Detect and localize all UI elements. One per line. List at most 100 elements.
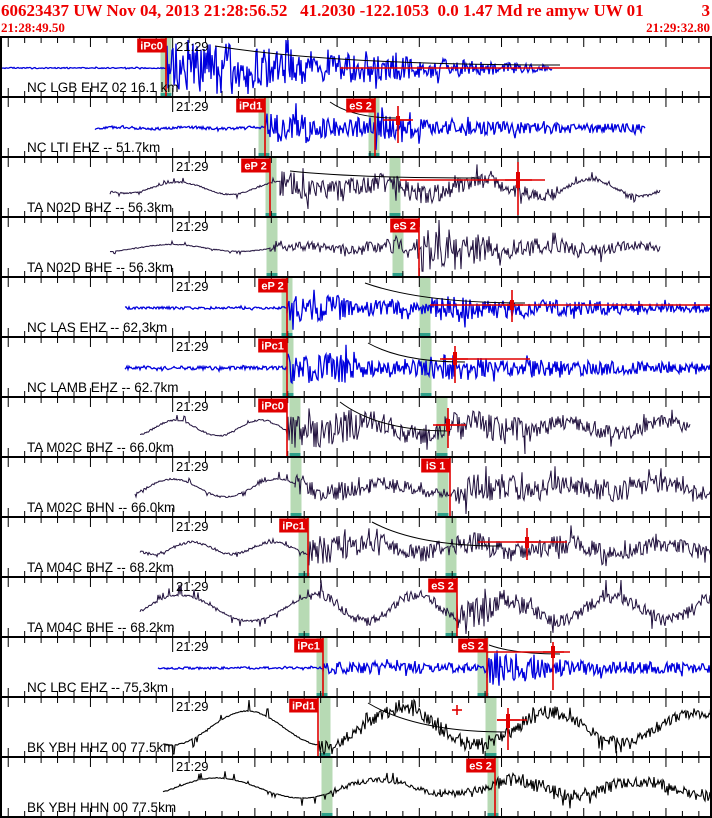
phase-window-base [289,453,301,456]
frame-edge [710,98,712,156]
phase-window-base [321,813,333,816]
minute-label: 21:29 [176,579,209,594]
trace-row[interactable]: eS 2 21:29 TA M04C BHE -- 68.2km [0,576,712,636]
phase-window-base [290,513,302,516]
minute-label: 21:29 [176,639,209,654]
waveform-canvas[interactable]: eP 2 [0,158,712,216]
phase-window-base [389,213,401,216]
amplitude-marker-bar [506,714,510,728]
pick-flag[interactable] [466,758,495,773]
station-label: TA M02C BHN -- 66.0km [27,500,176,515]
phase-window-base [477,693,489,696]
waveform-canvas[interactable]: eP 2 [0,278,712,336]
pick-flag-label: iPc0 [140,41,163,53]
pick-flag[interactable] [428,578,457,593]
phase-window-band [289,398,301,456]
pick-flag-label: iPc1 [297,641,320,653]
trace-row[interactable]: iPc0 21:29 TA M02C BHZ -- 66.0km [0,396,712,456]
waveform-canvas[interactable]: iPc1 [0,518,712,576]
pick-flag[interactable] [289,698,318,713]
amplitude-marker-bar [453,352,457,365]
trace-row[interactable]: eS 2 21:29 TA N02D BHE -- 56.3km [0,216,712,276]
waveform-canvas[interactable]: iPd1 [0,698,712,756]
pick-flag[interactable] [421,458,450,473]
frame-edge [0,278,2,336]
phase-window-base [420,393,432,396]
waveform-canvas[interactable]: iPc0 [0,38,712,96]
pick-flag[interactable] [258,338,287,353]
frame-edge [0,638,2,696]
pick-flag-label: eS 2 [349,101,372,113]
phase-window-band [265,158,277,216]
pick-flag-label: iPc0 [261,401,284,413]
phase-window-band [298,518,310,576]
pick-flag-label: eP 2 [244,161,266,173]
station-label: NC LGB EHZ 02 16.1 km [27,80,179,95]
phase-window-base [485,753,497,756]
waveform-trace [0,39,553,95]
trace-row[interactable]: eP 2 21:29 TA N02D BHZ -- 56.3km [0,156,712,216]
waveform-trace [140,408,691,455]
trace-row[interactable]: eS 2 21:29 BK YBH HHN 00 77.5km [0,756,712,816]
pick-flag[interactable] [236,98,265,113]
amplitude-marker-bar [446,419,450,431]
amplitude-marker-bar [510,300,514,310]
minute-label: 21:29 [176,519,209,534]
station-label: NC LAS EHZ -- 62.3km [27,320,168,335]
waveform-canvas[interactable]: iPc1 eS 2 [0,638,712,696]
pick-flag[interactable] [258,398,287,413]
pick-flag[interactable] [458,638,487,653]
pick-flag[interactable] [137,38,166,53]
amplitude-marker-bar [396,116,400,125]
pick-flag[interactable] [258,278,287,293]
waveform-canvas[interactable]: eS 2 [0,578,712,636]
minute-label: 21:29 [176,699,209,714]
phase-window-base [445,633,457,636]
waveform-canvas[interactable]: iPd1 eS 2 [0,98,712,156]
phase-window-band [419,278,431,336]
pick-flag-label: iS 1 [426,461,446,473]
trace-row[interactable]: iPc0 21:29 NC LGB EHZ 02 16.1 km [0,36,712,96]
trace-row[interactable]: iPc1 21:29 NC LAMB EHZ -- 62.7km [0,336,712,396]
phase-window-band [485,698,497,756]
phase-window-base [258,153,270,156]
frame-edge [710,398,712,456]
waveform-canvas[interactable]: iPc0 [0,398,712,456]
trace-row[interactable]: iPd1 eS 2 21:29 NC LTI EHZ -- 51.7km [0,96,712,156]
phase-window-base [266,273,278,276]
phase-window-base [368,153,380,156]
phase-window-band [282,338,294,396]
frame-edge [710,578,712,636]
pick-flag[interactable] [279,518,308,533]
phase-window-band [266,218,278,276]
frame-edge [710,218,712,276]
phase-window-band [445,518,457,576]
phase-window-base [419,333,431,336]
pick-flag[interactable] [346,98,375,113]
waveform-canvas[interactable]: eS 2 [0,758,712,816]
phase-window-band [316,638,328,696]
pick-flag[interactable] [390,218,419,233]
trace-row[interactable]: eP 2 21:29 NC LAS EHZ -- 62.3km [0,276,712,336]
station-label: TA M04C BHE -- 68.2km [27,620,175,635]
phase-window-band [290,458,302,516]
minute-label: 21:29 [176,159,209,174]
waveform-canvas[interactable]: eS 2 [0,218,712,276]
pick-flag[interactable] [294,638,323,653]
trace-row[interactable]: iPd1 21:29 BK YBH HHZ 00 77.5km [0,696,712,756]
trace-row[interactable]: iPc1 eS 2 21:29 NC LBC EHZ -- 75.3km [0,636,712,696]
trace-row[interactable]: iS 1 21:29 TA M02C BHN -- 66.0km [0,456,712,516]
station-label: NC LTI EHZ -- 51.7km [27,140,161,155]
phase-window-base [319,753,331,756]
frame-edge [710,338,712,396]
pick-flag[interactable] [241,158,270,173]
frame-edge [0,698,2,756]
trace-row[interactable]: iPc1 21:29 TA M04C BHZ -- 68.2km [0,516,712,576]
coda-decay-curve [214,45,561,66]
window-end-time: 21:29:32.80 [646,20,710,35]
waveform-canvas[interactable]: iPc1 [0,338,712,396]
phase-window-base [316,693,328,696]
frame-edge [0,398,2,456]
waveform-canvas[interactable]: iS 1 [0,458,712,516]
